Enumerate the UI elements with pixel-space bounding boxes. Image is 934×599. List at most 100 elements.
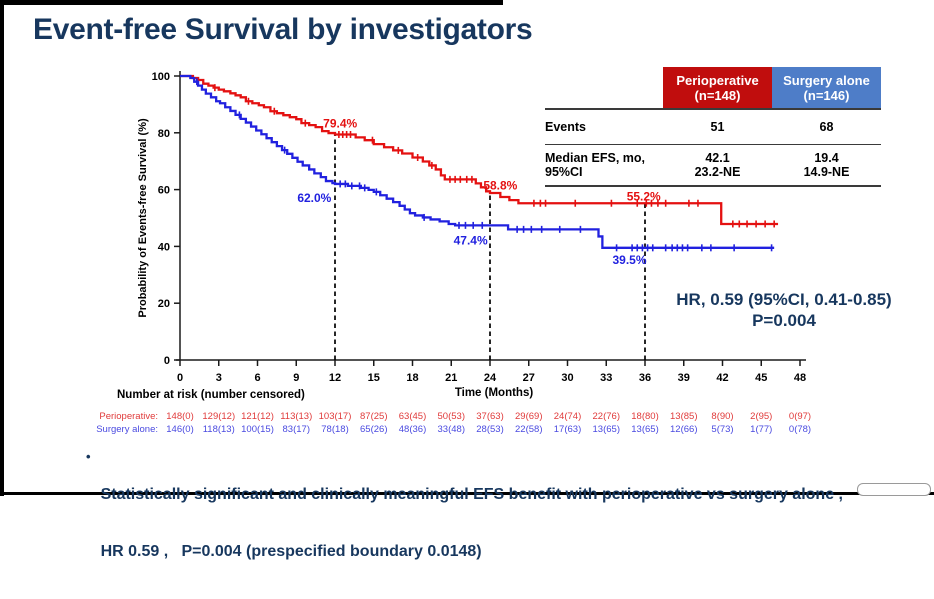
y-tick-label: 0 — [164, 355, 170, 367]
x-tick-label: 48 — [794, 372, 806, 384]
hazard-ratio-line: HR, 0.59 (95%CI, 0.41-0.85) — [676, 290, 892, 309]
slide: { "title": "Event-free Survival by inves… — [0, 0, 934, 560]
median-surgery-alone: 19.4 — [814, 151, 839, 165]
landmark-annotation: 47.4% — [454, 234, 488, 248]
table-row-events: Events 51 68 — [545, 110, 881, 144]
at-risk-row-label: Surgery alone: — [96, 424, 158, 435]
col-header-surgery-alone-n: (n=146) — [803, 87, 850, 103]
conclusion-line2: HR 0.59 , P=0.004 (prespecified boundary… — [100, 543, 482, 560]
y-tick-label: 40 — [158, 241, 170, 253]
at-risk-value: 13(85) — [670, 411, 697, 422]
hazard-ratio-note: HR, 0.59 (95%CI, 0.41-0.85) P=0.004 — [634, 289, 934, 331]
at-risk-value: 13(65) — [631, 424, 658, 435]
x-tick-label: 36 — [639, 372, 651, 384]
km-curve-surgery-alone — [180, 74, 775, 249]
y-tick-label: 20 — [158, 298, 170, 310]
summary-table-header-spacer — [545, 67, 663, 108]
landmark-annotation: 55.2% — [627, 190, 661, 204]
landmark-annotation: 58.8% — [483, 178, 517, 192]
x-tick-label: 18 — [406, 372, 418, 384]
bottom-border-bar — [0, 492, 934, 495]
at-risk-value: 103(17) — [319, 411, 352, 422]
conclusion-text: Statistically significant and clinically… — [101, 447, 931, 599]
events-surgery-alone-value: 68 — [819, 120, 834, 134]
x-tick-label: 0 — [177, 372, 183, 384]
top-border-bar — [0, 0, 503, 5]
at-risk-value: 0(97) — [789, 411, 811, 422]
x-axis-title: Time (Months) — [455, 387, 534, 399]
conclusion-line1: Statistically significant and clinically… — [100, 486, 843, 503]
table-rule-middle — [545, 144, 881, 145]
conclusion-bullet: • Statistically significant and clinical… — [86, 447, 931, 599]
x-tick-label: 9 — [293, 372, 299, 384]
median-efs-perioperative-value: 42.1 23.2-NE — [663, 151, 772, 179]
col-header-surgery-alone: Surgery alone (n=146) — [772, 67, 881, 108]
x-tick-label: 15 — [368, 372, 380, 384]
km-curve-perioperative — [180, 74, 779, 226]
at-risk-value: 0(78) — [789, 424, 811, 435]
at-risk-value: 24(74) — [554, 411, 581, 422]
x-tick-label: 24 — [484, 372, 497, 384]
x-tick-label: 3 — [216, 372, 222, 384]
events-row-label: Events — [545, 120, 586, 134]
landmark-annotation: 62.0% — [297, 191, 331, 205]
at-risk-value: 121(12) — [241, 411, 274, 422]
at-risk-value: 12(66) — [670, 424, 697, 435]
at-risk-value: 22(58) — [515, 424, 542, 435]
events-perioperative-value: 51 — [710, 120, 725, 134]
at-risk-value: 33(48) — [438, 424, 465, 435]
at-risk-value: 146(0) — [166, 424, 193, 435]
left-border-bar — [0, 0, 4, 496]
at-risk-value: 22(76) — [593, 411, 620, 422]
median-efs-label-line2: 95%CI — [545, 165, 583, 179]
at-risk-value: 63(45) — [399, 411, 426, 422]
median-efs-surgery-alone-value: 19.4 14.9-NE — [772, 151, 881, 179]
table-rule-bottom — [545, 185, 881, 187]
x-tick-label: 33 — [600, 372, 612, 384]
at-risk-value: 50(53) — [438, 411, 465, 422]
at-risk-value: 8(90) — [711, 411, 733, 422]
col-header-surgery-alone-label: Surgery alone — [783, 72, 870, 88]
at-risk-row-label: Perioperative: — [99, 411, 158, 422]
landmark-annotation: 39.5% — [612, 253, 646, 267]
table-row-median-efs: Median EFS, mo, 95%CI 42.1 23.2-NE 19.4 … — [545, 145, 881, 185]
summary-table: Perioperative (n=148) Surgery alone (n=1… — [545, 67, 881, 187]
at-risk-value: 1(77) — [750, 424, 772, 435]
at-risk-value: 13(65) — [593, 424, 620, 435]
x-tick-label: 39 — [678, 372, 690, 384]
x-tick-label: 21 — [445, 372, 457, 384]
at-risk-value: 5(73) — [711, 424, 733, 435]
x-tick-label: 30 — [561, 372, 573, 384]
at-risk-value: 18(80) — [631, 411, 658, 422]
bullet-icon: • — [86, 449, 91, 464]
at-risk-value: 48(36) — [399, 424, 426, 435]
ci-surgery-alone: 14.9-NE — [803, 165, 850, 179]
at-risk-value: 83(17) — [283, 424, 310, 435]
x-tick-label: 45 — [755, 372, 767, 384]
x-tick-label: 42 — [716, 372, 728, 384]
at-risk-value: 129(12) — [202, 411, 235, 422]
at-risk-value: 28(53) — [476, 424, 503, 435]
table-rule-top — [545, 108, 881, 110]
at-risk-value: 29(69) — [515, 411, 542, 422]
x-tick-label: 27 — [523, 372, 535, 384]
median-efs-label-line1: Median EFS, mo, — [545, 151, 646, 165]
at-risk-value: 37(63) — [476, 411, 503, 422]
at-risk-value: 113(13) — [280, 411, 312, 422]
at-risk-value: 65(26) — [360, 424, 387, 435]
landmark-annotation: 79.4% — [323, 117, 357, 131]
at-risk-value: 17(63) — [554, 424, 581, 435]
p-value-line: P=0.004 — [752, 311, 816, 330]
at-risk-value: 2(95) — [750, 411, 772, 422]
at-risk-value: 100(15) — [241, 424, 274, 435]
number-at-risk-header: Number at risk (number censored) — [117, 389, 305, 401]
page-title: Event-free Survival by investigators — [33, 13, 533, 46]
y-tick-label: 100 — [152, 71, 170, 83]
y-axis-title: Probability of Events-free Survival (%) — [137, 118, 149, 318]
col-header-perioperative: Perioperative (n=148) — [663, 67, 772, 108]
at-risk-value: 148(0) — [166, 411, 193, 422]
y-tick-label: 60 — [158, 185, 170, 197]
col-header-perioperative-n: (n=148) — [694, 87, 741, 103]
at-risk-value: 78(18) — [321, 424, 348, 435]
